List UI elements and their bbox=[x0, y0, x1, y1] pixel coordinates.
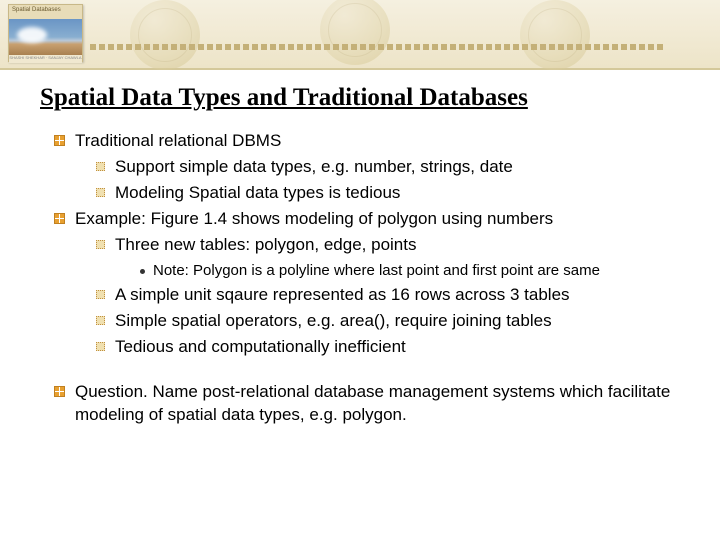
slide-content: Spatial Data Types and Traditional Datab… bbox=[0, 70, 720, 427]
bullet-text: Support simple data types, e.g. number, … bbox=[115, 156, 513, 179]
bullet-row: Support simple data types, e.g. number, … bbox=[40, 156, 680, 179]
bullet-icon-l1 bbox=[54, 386, 65, 397]
decorative-globe bbox=[520, 0, 590, 70]
bullet-row: Simple spatial operators, e.g. area(), r… bbox=[40, 310, 680, 333]
bullet-icon-l1 bbox=[54, 135, 65, 146]
slide-header-band: Spatial Databases SHASHI SHEKHAR · SANJA… bbox=[0, 0, 720, 70]
bullet-row: Traditional relational DBMS bbox=[40, 130, 680, 153]
bullet-list: Traditional relational DBMS Support simpl… bbox=[40, 130, 680, 427]
bullet-text: Simple spatial operators, e.g. area(), r… bbox=[115, 310, 552, 333]
bullet-text: Example: Figure 1.4 shows modeling of po… bbox=[75, 208, 553, 231]
decorative-globe bbox=[320, 0, 390, 65]
bullet-row: Question. Name post-relational database … bbox=[40, 381, 680, 427]
logo-title: Spatial Databases bbox=[9, 5, 82, 19]
bullet-icon-l2 bbox=[96, 342, 105, 351]
bullet-text: A simple unit sqaure represented as 16 r… bbox=[115, 284, 570, 307]
bullet-text: Note: Polygon is a polyline where last p… bbox=[153, 261, 600, 281]
bullet-icon-l2 bbox=[96, 240, 105, 249]
bullet-row: Three new tables: polygon, edge, points bbox=[40, 234, 680, 257]
bullet-icon-l2 bbox=[96, 162, 105, 171]
bullet-text: Modeling Spatial data types is tedious bbox=[115, 182, 400, 205]
bullet-text: Three new tables: polygon, edge, points bbox=[115, 234, 416, 257]
bullet-text: Tedious and computationally inefficient bbox=[115, 336, 406, 359]
bullet-icon-l3 bbox=[140, 269, 145, 274]
logo-image bbox=[9, 19, 82, 55]
bullet-text: Question. Name post-relational database … bbox=[75, 381, 680, 427]
book-cover-logo: Spatial Databases SHASHI SHEKHAR · SANJA… bbox=[8, 4, 83, 62]
bullet-row: Note: Polygon is a polyline where last p… bbox=[40, 261, 680, 281]
bullet-row: A simple unit sqaure represented as 16 r… bbox=[40, 284, 680, 307]
bullet-icon-l2 bbox=[96, 316, 105, 325]
logo-authors: SHASHI SHEKHAR · SANJAY CHAWLA bbox=[9, 55, 82, 63]
bullet-row: Tedious and computationally inefficient bbox=[40, 336, 680, 359]
bullet-icon-l2 bbox=[96, 290, 105, 299]
decorative-globe bbox=[130, 0, 200, 70]
bullet-row: Modeling Spatial data types is tedious bbox=[40, 182, 680, 205]
bullet-icon-l2 bbox=[96, 188, 105, 197]
slide-title: Spatial Data Types and Traditional Datab… bbox=[40, 84, 680, 112]
bullet-text: Traditional relational DBMS bbox=[75, 130, 281, 153]
decorative-dots bbox=[90, 44, 663, 50]
bullet-row: Example: Figure 1.4 shows modeling of po… bbox=[40, 208, 680, 231]
bullet-icon-l1 bbox=[54, 213, 65, 224]
